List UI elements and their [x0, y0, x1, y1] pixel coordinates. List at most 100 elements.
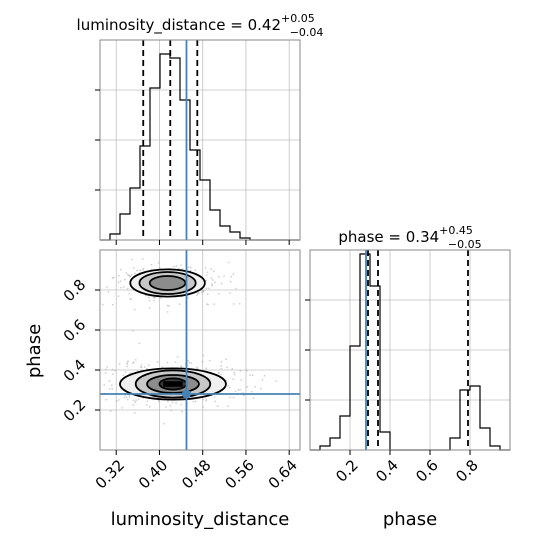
sample-point	[157, 262, 160, 264]
sample-point	[117, 399, 120, 401]
sample-point	[111, 368, 114, 371]
sample-point	[126, 398, 129, 401]
sample-point	[163, 422, 166, 425]
sample-point	[228, 386, 231, 389]
sample-point	[205, 279, 208, 282]
sample-point	[111, 373, 114, 375]
sample-point	[207, 303, 209, 306]
sample-point	[132, 403, 135, 406]
sample-point	[211, 284, 214, 287]
sample-point	[239, 369, 242, 372]
sample-point	[142, 258, 144, 260]
sample-point	[202, 398, 205, 401]
sample-point	[132, 361, 135, 364]
sample-point	[144, 294, 147, 297]
sample-point	[205, 303, 208, 305]
sample-point	[197, 292, 200, 294]
sample-point	[120, 268, 122, 271]
sample-point	[117, 274, 120, 277]
sample-point	[153, 299, 155, 302]
sample-point	[111, 387, 114, 390]
sample-point	[111, 277, 114, 279]
sample-point	[107, 290, 110, 293]
sample-point	[123, 286, 125, 288]
sample-point	[240, 378, 243, 381]
sample-point	[108, 380, 111, 383]
luminosity-distance-x-tick-label: 0.56	[221, 456, 257, 492]
sample-point	[237, 389, 240, 391]
sample-point	[252, 397, 255, 399]
sample-point	[148, 296, 150, 299]
sample-point	[243, 394, 245, 397]
sample-point	[194, 269, 197, 272]
sample-point	[220, 373, 223, 376]
sample-point	[220, 367, 223, 370]
sample-point	[132, 267, 135, 270]
sample-point	[134, 358, 137, 361]
sample-point	[133, 308, 136, 311]
luminosity-distance-x-tick-label: 0.48	[178, 456, 214, 492]
sample-point	[101, 303, 104, 306]
sample-point	[205, 274, 208, 277]
sample-point	[246, 385, 249, 388]
sample-point	[136, 269, 138, 272]
sample-point	[190, 362, 193, 364]
sample-point	[227, 261, 230, 264]
sample-point	[175, 265, 178, 268]
sample-point	[103, 383, 106, 386]
sample-point	[263, 374, 266, 377]
sample-point	[260, 387, 262, 390]
sample-point	[139, 269, 142, 272]
sample-point	[205, 399, 208, 402]
sample-point	[148, 405, 151, 408]
sample-point	[232, 378, 235, 381]
sample-point	[131, 362, 134, 364]
luminosity-distance-x-tick-label: 0.64	[265, 456, 301, 492]
sample-point	[218, 292, 220, 295]
sample-point	[122, 374, 125, 377]
sample-point	[114, 369, 116, 372]
sample-point	[105, 368, 107, 371]
sample-point	[118, 362, 121, 365]
sample-point	[126, 363, 128, 366]
sample-point	[125, 396, 128, 398]
luminosity-distance-x-tick-label: 0.32	[92, 456, 128, 492]
sample-point	[178, 303, 181, 306]
sample-point	[171, 401, 174, 404]
sample-point	[181, 267, 184, 270]
sample-point	[135, 399, 138, 402]
sample-point	[205, 367, 207, 370]
sample-point	[204, 267, 207, 269]
sample-point	[147, 364, 150, 367]
sample-point	[110, 384, 113, 387]
sample-point	[196, 294, 198, 297]
sample-point	[131, 258, 134, 261]
phase-histogram	[310, 253, 510, 451]
sample-point	[130, 273, 133, 276]
sample-point	[246, 369, 248, 372]
sample-point	[128, 292, 131, 295]
sample-point	[127, 360, 129, 363]
sample-point	[228, 292, 231, 294]
phase-x-tick-label: 0.6	[412, 456, 442, 486]
sample-point	[126, 273, 129, 276]
sample-point	[201, 291, 203, 294]
sample-point	[145, 404, 148, 406]
sample-point	[166, 361, 169, 364]
sample-point	[159, 297, 162, 299]
sample-point	[176, 355, 179, 358]
sample-point	[166, 311, 169, 313]
sample-point	[109, 410, 112, 413]
sample-point	[213, 396, 216, 398]
phase-x-tick-label: 0.4	[372, 456, 402, 486]
sample-point	[210, 268, 213, 270]
sample-point	[234, 390, 237, 393]
density-contour	[148, 275, 187, 291]
sample-point	[133, 272, 136, 275]
sample-point	[166, 400, 169, 403]
sample-point	[202, 289, 205, 292]
sample-point	[169, 404, 172, 407]
sample-point	[195, 366, 198, 369]
sample-point	[126, 287, 129, 290]
